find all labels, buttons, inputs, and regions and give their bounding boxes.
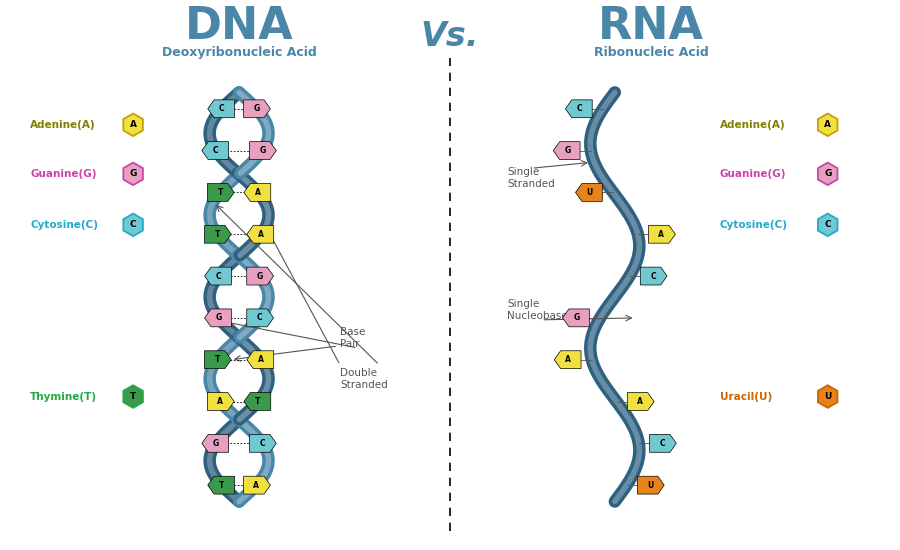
Polygon shape bbox=[554, 142, 580, 160]
Text: A: A bbox=[824, 120, 832, 129]
Polygon shape bbox=[247, 309, 274, 327]
Text: A: A bbox=[255, 188, 261, 197]
Polygon shape bbox=[575, 184, 602, 201]
Text: Cytosine(C): Cytosine(C) bbox=[720, 220, 788, 230]
Text: U: U bbox=[587, 188, 593, 197]
Text: G: G bbox=[573, 314, 580, 322]
Text: Guanine(G): Guanine(G) bbox=[30, 169, 96, 179]
Text: Thymine(T): Thymine(T) bbox=[30, 392, 97, 402]
Text: Single
Stranded: Single Stranded bbox=[507, 167, 554, 189]
Polygon shape bbox=[244, 184, 271, 201]
Polygon shape bbox=[640, 267, 667, 285]
Text: T: T bbox=[219, 481, 224, 490]
Text: Deoxyribonucleic Acid: Deoxyribonucleic Acid bbox=[162, 46, 317, 59]
Polygon shape bbox=[818, 213, 838, 236]
Text: A: A bbox=[258, 230, 264, 239]
Text: RNA: RNA bbox=[598, 5, 704, 48]
Polygon shape bbox=[247, 351, 274, 369]
Text: C: C bbox=[256, 314, 262, 322]
Text: Guanine(G): Guanine(G) bbox=[720, 169, 787, 179]
Text: G: G bbox=[130, 169, 137, 178]
Text: T: T bbox=[218, 188, 223, 197]
Polygon shape bbox=[204, 309, 231, 327]
Text: G: G bbox=[253, 104, 259, 113]
Polygon shape bbox=[207, 393, 234, 410]
Text: C: C bbox=[213, 146, 219, 155]
Polygon shape bbox=[554, 351, 581, 369]
Polygon shape bbox=[244, 476, 270, 494]
Text: G: G bbox=[212, 439, 219, 448]
Polygon shape bbox=[249, 434, 276, 452]
Text: U: U bbox=[647, 481, 653, 490]
Text: C: C bbox=[219, 104, 225, 113]
Text: T: T bbox=[214, 230, 220, 239]
Text: DNA: DNA bbox=[184, 5, 293, 48]
Polygon shape bbox=[249, 142, 276, 160]
Polygon shape bbox=[123, 213, 143, 236]
Polygon shape bbox=[562, 309, 590, 327]
Polygon shape bbox=[202, 434, 229, 452]
Polygon shape bbox=[123, 163, 143, 185]
Polygon shape bbox=[244, 100, 270, 118]
Text: G: G bbox=[256, 272, 263, 280]
Text: T: T bbox=[130, 392, 136, 401]
Polygon shape bbox=[204, 267, 231, 285]
Polygon shape bbox=[247, 226, 274, 243]
Text: T: T bbox=[256, 397, 261, 406]
Text: Cytosine(C): Cytosine(C) bbox=[30, 220, 98, 230]
Polygon shape bbox=[244, 393, 271, 410]
Polygon shape bbox=[208, 476, 235, 494]
Text: C: C bbox=[130, 221, 137, 229]
Text: C: C bbox=[216, 272, 221, 280]
Polygon shape bbox=[637, 476, 664, 494]
Text: Adenine(A): Adenine(A) bbox=[720, 120, 786, 130]
Text: U: U bbox=[824, 392, 832, 401]
Text: C: C bbox=[577, 104, 582, 113]
Text: Double
Stranded: Double Stranded bbox=[340, 368, 388, 389]
Text: G: G bbox=[564, 146, 571, 155]
Text: C: C bbox=[259, 439, 266, 448]
Polygon shape bbox=[818, 163, 838, 185]
Text: Adenine(A): Adenine(A) bbox=[30, 120, 95, 130]
Polygon shape bbox=[818, 113, 838, 136]
Polygon shape bbox=[204, 226, 231, 243]
Text: C: C bbox=[824, 221, 831, 229]
Polygon shape bbox=[818, 385, 838, 408]
Polygon shape bbox=[649, 226, 675, 243]
Text: A: A bbox=[258, 355, 264, 364]
Text: A: A bbox=[659, 230, 664, 239]
Text: A: A bbox=[565, 355, 572, 364]
Text: A: A bbox=[254, 481, 259, 490]
Polygon shape bbox=[123, 385, 143, 408]
Text: A: A bbox=[217, 397, 223, 406]
Polygon shape bbox=[208, 100, 235, 118]
Polygon shape bbox=[123, 113, 143, 136]
Polygon shape bbox=[204, 351, 231, 369]
Text: Base
Pair: Base Pair bbox=[340, 327, 365, 349]
Text: C: C bbox=[650, 272, 656, 280]
Polygon shape bbox=[247, 267, 274, 285]
Text: T: T bbox=[214, 355, 220, 364]
Text: Vs.: Vs. bbox=[421, 20, 479, 53]
Polygon shape bbox=[627, 393, 654, 410]
Text: A: A bbox=[637, 397, 643, 406]
Text: Single
Nucleobase: Single Nucleobase bbox=[507, 299, 568, 321]
Text: G: G bbox=[824, 169, 832, 178]
Text: Ribonucleic Acid: Ribonucleic Acid bbox=[594, 46, 708, 59]
Polygon shape bbox=[565, 100, 592, 118]
Text: G: G bbox=[259, 146, 266, 155]
Text: A: A bbox=[130, 120, 137, 129]
Text: C: C bbox=[660, 439, 665, 448]
Polygon shape bbox=[650, 434, 676, 452]
Polygon shape bbox=[202, 142, 229, 160]
Text: Uracil(U): Uracil(U) bbox=[720, 392, 772, 402]
Text: G: G bbox=[215, 314, 221, 322]
Polygon shape bbox=[207, 184, 234, 201]
